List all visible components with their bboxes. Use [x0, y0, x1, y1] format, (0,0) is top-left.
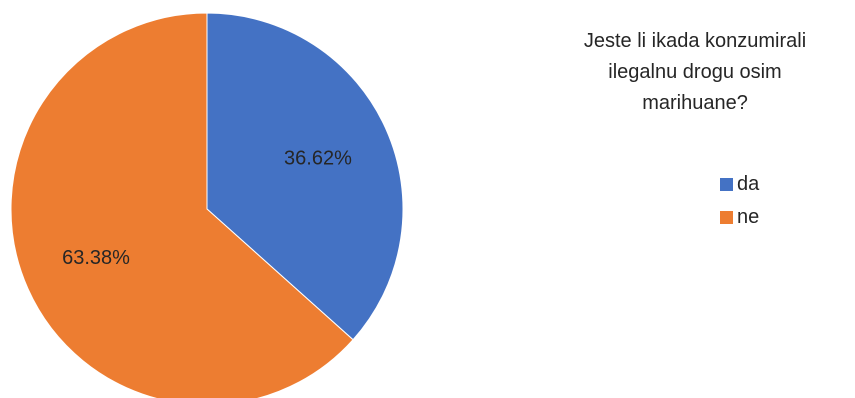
chart-title: Jeste li ikada konzumirali ilegalnu drog… [583, 30, 807, 114]
legend-label-ne: ne [737, 206, 760, 228]
pie-plot-area: 36.62% 63.38% [10, 12, 404, 398]
pie-slice-ne [10, 12, 354, 398]
data-label-da: 36.62% [284, 148, 352, 170]
legend-item-da: da [720, 168, 759, 201]
data-label-ne: 63.38% [62, 247, 130, 269]
legend: da ne [720, 168, 759, 234]
legend-swatch-da [720, 178, 733, 191]
legend-label-da: da [737, 173, 760, 195]
pie-slice-da [206, 12, 404, 341]
legend-item-ne: ne [720, 201, 759, 234]
legend-swatch-ne [720, 211, 733, 224]
